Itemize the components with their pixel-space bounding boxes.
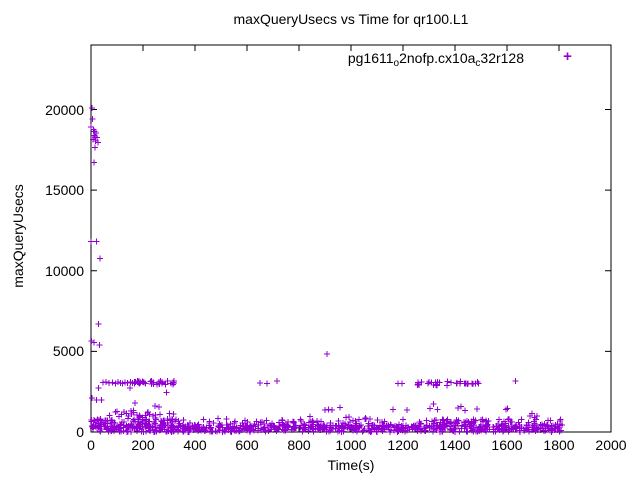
x-tick-label: 1200 [387,437,419,453]
axis-tick-marks [90,45,612,433]
x-tick-label: 600 [235,437,259,453]
y-tick-label: 5000 [52,343,84,360]
x-tick-label: 400 [183,437,207,453]
legend: pg1611o2nofp.cx10ac32r128 + [0,48,640,69]
legend-label-text: 32r128 [480,50,524,66]
x-tick-label: 200 [131,437,155,453]
x-tick-label: 0 [87,437,95,453]
y-tick-label: 15000 [45,182,84,199]
x-tick-label: 1800 [543,437,575,453]
legend-label-text: pg1611 [347,50,394,66]
legend-label-text: 2nofp.cx10a [399,50,476,66]
scatter-data-points [88,105,565,435]
y-tick-label: 10000 [45,262,84,279]
x-tick-label: 1000 [335,437,367,453]
x-tick-label: 2000 [595,437,627,453]
x-tick-label: 1400 [439,437,471,453]
chart-title: maxQueryUsecs vs Time for qr100.L1 [233,11,469,27]
x-tick-label: 800 [287,437,311,453]
y-tick-label: 0 [76,424,84,440]
x-tick-label: 1600 [491,437,523,453]
legend-label-subscript: o [393,58,400,69]
legend-label-subscript: c [475,58,481,69]
plot-border [90,44,612,433]
legend-series-label: pg1611o2nofp.cx10ac32r128 [347,50,524,69]
y-tick-label: 20000 [45,101,84,118]
x-axis-label: Time(s) [327,457,375,473]
y-axis-label: maxQueryUsecs [10,184,26,288]
legend-plus-marker-icon: + [563,48,572,65]
